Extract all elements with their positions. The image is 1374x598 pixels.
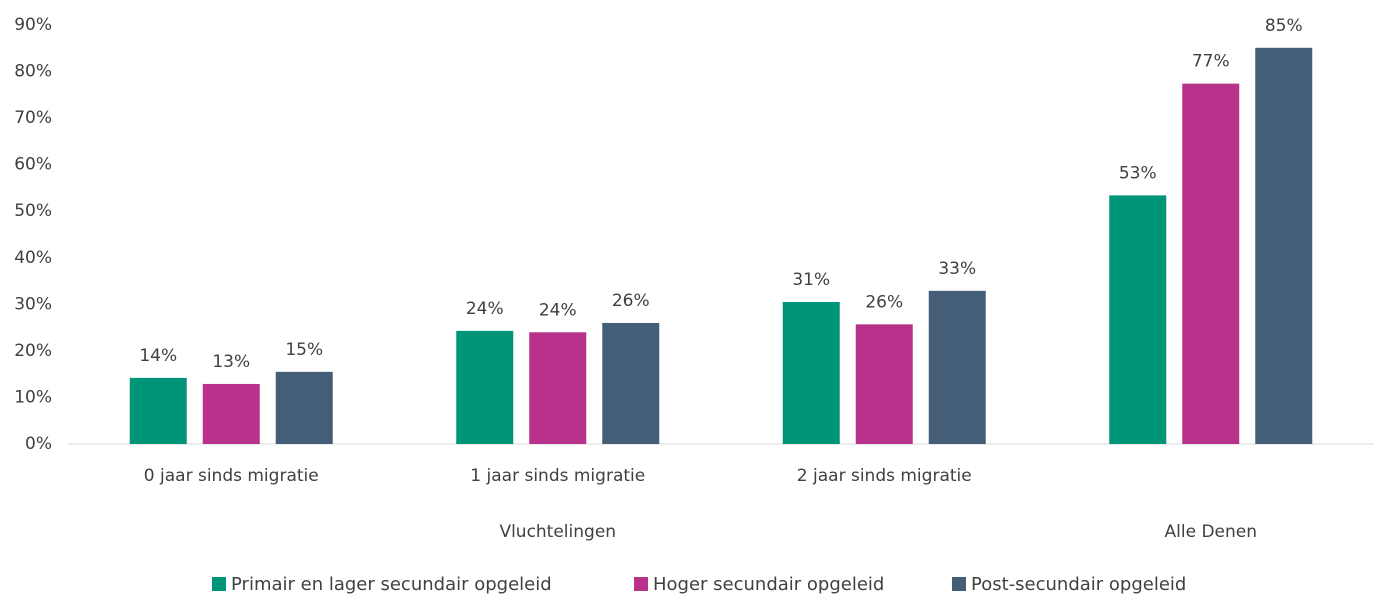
y-tick-label: 20% (14, 341, 52, 361)
group-label: Vluchtelingen (499, 522, 616, 542)
legend-swatch (952, 577, 966, 591)
x-tick-label: 0 jaar sinds migratie (144, 466, 319, 486)
data-label: 24% (539, 300, 577, 320)
y-tick-label: 60% (14, 155, 52, 175)
x-tick-label: 1 jaar sinds migratie (470, 466, 645, 486)
data-label: 85% (1265, 16, 1303, 36)
legend-swatch (634, 577, 648, 591)
bar (1255, 47, 1313, 444)
data-label: 13% (212, 352, 250, 372)
bar (129, 377, 187, 444)
legend-label: Hoger secundair opgeleid (653, 574, 884, 595)
data-label: 31% (792, 270, 830, 290)
legend-label: Post-secundair opgeleid (971, 574, 1186, 595)
bar (529, 332, 587, 444)
data-label: 15% (285, 340, 323, 360)
bar (855, 324, 913, 444)
y-tick-label: 80% (14, 62, 52, 82)
bar (456, 330, 514, 444)
y-tick-label: 10% (14, 387, 52, 407)
bar (202, 383, 260, 444)
y-tick-label: 90% (14, 15, 52, 35)
data-label: 53% (1119, 163, 1157, 183)
data-label: 14% (139, 346, 177, 366)
data-label: 33% (938, 259, 976, 279)
bar (782, 302, 840, 444)
y-tick-label: 30% (14, 294, 52, 314)
y-tick-label: 40% (14, 248, 52, 268)
x-tick-label: 2 jaar sinds migratie (797, 466, 972, 486)
data-label: 24% (466, 299, 504, 319)
group-label: Alle Denen (1165, 522, 1258, 542)
bar (275, 371, 333, 444)
y-tick-label: 0% (25, 434, 52, 454)
data-label: 26% (612, 291, 650, 311)
data-label: 77% (1192, 52, 1230, 72)
bar (1182, 83, 1240, 444)
bar (1109, 195, 1167, 444)
bar (602, 322, 660, 444)
y-tick-label: 70% (14, 108, 52, 128)
bar (928, 290, 986, 444)
legend-label: Primair en lager secundair opgeleid (231, 574, 552, 595)
legend-swatch (212, 577, 226, 591)
data-label: 26% (865, 292, 903, 312)
y-tick-label: 50% (14, 201, 52, 221)
